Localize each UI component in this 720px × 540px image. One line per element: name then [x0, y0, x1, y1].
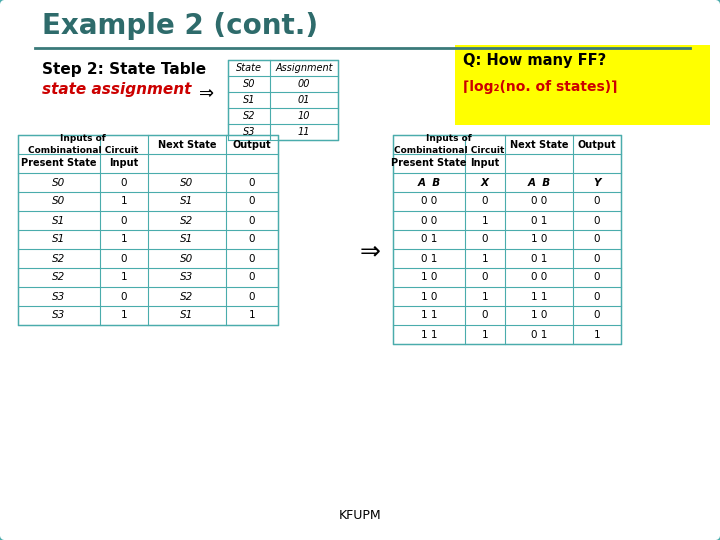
Text: 0 0: 0 0	[531, 273, 547, 282]
Text: Q: How many FF?: Q: How many FF?	[463, 53, 606, 68]
Text: 0: 0	[482, 273, 488, 282]
Text: 1 0: 1 0	[531, 234, 547, 245]
Text: 1: 1	[482, 215, 488, 226]
Text: S1: S1	[181, 310, 194, 321]
Text: 0: 0	[121, 253, 127, 264]
Text: 0 0: 0 0	[531, 197, 547, 206]
Text: 1 0: 1 0	[420, 273, 437, 282]
Text: 1: 1	[248, 310, 256, 321]
Text: 1: 1	[121, 234, 127, 245]
Text: 0: 0	[482, 310, 488, 321]
Text: S3: S3	[243, 127, 256, 137]
Text: 1 1: 1 1	[420, 329, 437, 340]
Text: 00: 00	[298, 79, 310, 89]
Text: 0 0: 0 0	[421, 197, 437, 206]
Text: Present State: Present State	[22, 159, 96, 168]
Text: 0: 0	[482, 234, 488, 245]
Text: S1: S1	[181, 197, 194, 206]
Text: S3: S3	[181, 273, 194, 282]
Text: Step 2: State Table: Step 2: State Table	[42, 62, 206, 77]
Text: 1 0: 1 0	[420, 292, 437, 301]
Text: 0: 0	[248, 178, 256, 187]
Text: 1: 1	[121, 273, 127, 282]
Text: 0: 0	[594, 215, 600, 226]
Text: 0: 0	[121, 215, 127, 226]
Text: Inputs of
Combinational Circuit: Inputs of Combinational Circuit	[394, 134, 504, 154]
Text: 0: 0	[248, 215, 256, 226]
Text: $\Rightarrow$: $\Rightarrow$	[355, 238, 382, 262]
Text: S1: S1	[181, 234, 194, 245]
Text: S1: S1	[243, 95, 256, 105]
Text: 0: 0	[121, 178, 127, 187]
Bar	[455, 45, 710, 125]
Text: S2: S2	[181, 215, 194, 226]
Text: 0: 0	[482, 197, 488, 206]
Text: S1: S1	[53, 215, 66, 226]
Text: S2: S2	[181, 292, 194, 301]
Text: Next State: Next State	[510, 139, 568, 150]
Text: state assignment: state assignment	[42, 82, 192, 97]
Text: 0 1: 0 1	[531, 329, 547, 340]
Text: S0: S0	[243, 79, 256, 89]
Text: 0 0: 0 0	[421, 215, 437, 226]
Text: S2: S2	[53, 273, 66, 282]
Text: S1: S1	[53, 234, 66, 245]
Text: 1 0: 1 0	[531, 310, 547, 321]
Text: $\Rightarrow$: $\Rightarrow$	[195, 83, 215, 101]
Text: 1 1: 1 1	[420, 310, 437, 321]
Text: S0: S0	[181, 178, 194, 187]
Text: S3: S3	[53, 310, 66, 321]
Text: 0: 0	[248, 253, 256, 264]
Text: ⌈log₂(no. of states)⌉: ⌈log₂(no. of states)⌉	[463, 80, 618, 94]
Text: S2: S2	[243, 111, 256, 121]
Text: Inputs of
Combinational Circuit: Inputs of Combinational Circuit	[28, 134, 138, 154]
Text: 0: 0	[248, 292, 256, 301]
Text: A  B: A B	[528, 178, 551, 187]
Text: 1: 1	[594, 329, 600, 340]
Text: 0: 0	[121, 292, 127, 301]
Text: 11: 11	[298, 127, 310, 137]
Text: Next State: Next State	[158, 139, 216, 150]
Text: 10: 10	[298, 111, 310, 121]
Text: 0: 0	[594, 197, 600, 206]
Text: 1 1: 1 1	[531, 292, 547, 301]
Text: Y: Y	[593, 178, 600, 187]
Text: 1: 1	[121, 197, 127, 206]
Text: 0: 0	[594, 292, 600, 301]
Text: 0: 0	[248, 234, 256, 245]
Text: Input: Input	[109, 159, 139, 168]
Text: 0 1: 0 1	[420, 234, 437, 245]
Text: Output: Output	[233, 139, 271, 150]
Text: A  B: A B	[418, 178, 441, 187]
Text: 1: 1	[482, 329, 488, 340]
Text: Input: Input	[470, 159, 500, 168]
Text: KFUPM: KFUPM	[338, 509, 382, 522]
Text: 1: 1	[482, 292, 488, 301]
Text: S0: S0	[53, 178, 66, 187]
Text: 1: 1	[482, 253, 488, 264]
Bar	[18, 135, 278, 325]
Text: Example 2 (cont.): Example 2 (cont.)	[42, 12, 318, 40]
Text: S3: S3	[53, 292, 66, 301]
Text: X: X	[481, 178, 489, 187]
Text: 0 1: 0 1	[531, 215, 547, 226]
Text: S0: S0	[53, 197, 66, 206]
Bar	[228, 60, 338, 140]
Text: Present State: Present State	[391, 159, 467, 168]
Text: S2: S2	[53, 253, 66, 264]
Text: 01: 01	[298, 95, 310, 105]
Text: 0: 0	[594, 273, 600, 282]
Text: 0: 0	[594, 234, 600, 245]
Text: 0: 0	[594, 253, 600, 264]
Text: Assignment: Assignment	[275, 63, 333, 73]
Text: 0: 0	[594, 310, 600, 321]
Bar	[393, 135, 621, 344]
Text: 0: 0	[248, 273, 256, 282]
Text: State: State	[236, 63, 262, 73]
Text: 0: 0	[248, 197, 256, 206]
Text: S0: S0	[181, 253, 194, 264]
Text: 0 1: 0 1	[420, 253, 437, 264]
Text: Output: Output	[577, 139, 616, 150]
Text: 0 1: 0 1	[531, 253, 547, 264]
